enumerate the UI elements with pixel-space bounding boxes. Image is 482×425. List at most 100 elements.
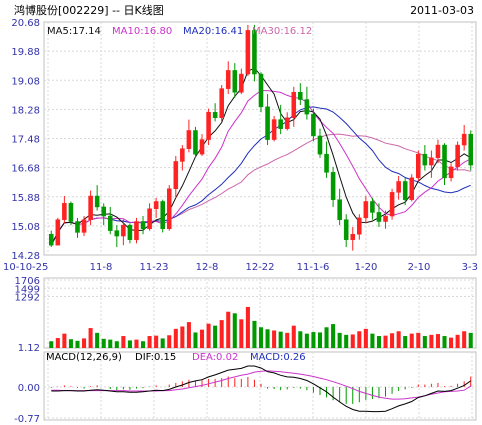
candle-body [140,221,146,230]
volume-tick-label: 1499 [15,284,40,295]
volume-tick-label: 1706 [15,276,40,287]
candle-body [114,230,120,237]
candle-body [468,133,474,166]
candle-body [173,161,179,189]
date-tick-label: 3-3 [462,262,478,273]
price-legend: MA5:17.14 MA10:16.80 MA20:16.41 MA30:16.… [47,26,312,37]
candle-body [396,181,401,193]
candle-body [337,199,342,220]
volume-bar [422,336,427,348]
volume-bar [383,335,388,348]
volume-bar [75,340,80,348]
candle-body [304,99,310,115]
volume-bar [304,333,309,348]
volume-bar [298,331,303,348]
candle-body [127,224,133,240]
dea-line [51,370,471,400]
volume-bar [245,306,250,348]
candle-body [94,195,100,208]
volume-bar [370,333,375,348]
candle-body [232,70,238,93]
price-tick-label: 19.08 [11,76,40,87]
candle-body [343,219,349,240]
volume-bar [331,324,336,348]
candle-body [193,130,198,155]
macd-histogram [50,376,472,404]
volume-tick-label: 1.12 [18,343,40,354]
volume-bar [324,327,329,348]
candle-body [363,201,369,219]
dif-line [51,365,471,413]
volume-bar [435,334,440,348]
volume-bar [285,332,290,348]
volume-bar [455,334,460,348]
volume-bar [468,332,473,348]
volume-grid [44,278,476,348]
candle-body [435,144,441,159]
volume-bar [95,332,100,348]
candle-body [206,112,211,140]
candle-body [422,153,428,166]
date-tick-label: 11-23 [139,262,168,273]
volume-bar [108,339,113,348]
candle-body [160,201,165,230]
volume-bar [272,330,277,348]
candle-body [68,203,74,222]
candle-body [317,135,323,155]
header-date: 2011-03-03 [410,4,474,17]
macd-axis-ticks: 0.00 -0.77 [14,383,40,425]
price-tick-label: 15.88 [11,193,40,204]
volume-bar [350,334,355,348]
candle-body [166,188,172,230]
candle-body [121,224,126,237]
macd-legend: MACD(12,26,9) DIF:0.15 DEA:0.02 MACD:0.2… [46,352,306,363]
volume-bar [265,329,270,348]
macd-lines [51,365,471,413]
legend-dea: DEA:0.02 [192,352,238,363]
candle-body [199,139,205,155]
volume-bar [258,327,264,348]
candle-body [402,181,408,200]
price-tick-label: 18.28 [11,105,40,116]
volume-bar [213,325,218,348]
header-title: 鸿博股份[002229] -- 日K线图 [14,3,164,17]
legend-ma10: MA10:16.80 [112,26,172,37]
price-tick-label: 20.68 [11,18,40,29]
candlesticks [48,24,474,251]
candle-body [186,130,192,149]
date-tick-label: 11-1-6 [297,262,330,273]
date-tick-label: 1-20 [355,262,378,273]
volume-bar [462,331,467,348]
candle-body [389,192,395,217]
macd-tick-label: -0.77 [14,414,40,425]
candle-body [212,112,218,118]
legend-ma20: MA20:16.41 [183,26,243,37]
volume-bars [49,306,473,348]
candle-body [461,133,467,146]
volume-bar [101,338,106,348]
price-tick-label: 16.68 [11,164,40,175]
candle-body [147,208,152,230]
volume-bar [337,332,342,348]
volume-bar [68,339,73,348]
candle-body [88,195,93,220]
candle-body [448,166,454,179]
legend-dif: DIF:0.15 [135,352,176,363]
volume-bar [376,336,382,348]
volume-bar [416,332,421,348]
candle-body [219,88,224,118]
date-tick-label: 12-22 [245,262,274,273]
candle-body [153,201,159,210]
candle-body [455,144,460,168]
date-axis-ticks: 10-10-25 11-8 11-23 12-8 12-22 11-1-6 1-20 2-10… [3,262,478,273]
macd-grid [44,352,476,420]
macd-tick-label: 0.00 [18,383,40,394]
volume-bar [403,336,408,348]
volume-bar [239,319,244,348]
volume-bar [344,334,349,348]
volume-bar [442,336,447,348]
volume-bar [357,331,362,348]
candle-body [442,144,447,179]
